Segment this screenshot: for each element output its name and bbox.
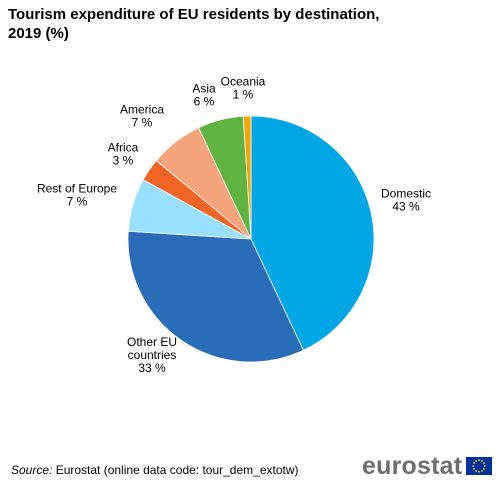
slice-name-rest-of-europe: Rest of Europe bbox=[37, 182, 117, 196]
chart-title-line-2: 2019 (%) bbox=[8, 25, 69, 42]
eurostat-wordmark: eurostat bbox=[362, 452, 463, 480]
slice-value-rest-of-europe: 7 % bbox=[67, 195, 88, 209]
eu-flag-star bbox=[472, 465, 475, 467]
eu-flag-star bbox=[475, 470, 478, 472]
pie-slice-other-eu-countries bbox=[127, 230, 304, 363]
source-note: Source: Eurostat (online data code: tour… bbox=[11, 463, 299, 477]
slice-label-oceania: Oceania 1 % bbox=[221, 75, 266, 102]
slice-value-oceania: 1 % bbox=[233, 88, 254, 102]
slice-label-asia: Asia 6 % bbox=[192, 82, 216, 109]
eu-flag-star bbox=[481, 470, 484, 472]
slice-name-africa: Africa bbox=[108, 141, 139, 155]
eu-flag-star bbox=[478, 459, 481, 462]
eu-flag-star bbox=[483, 462, 486, 464]
slice-label-africa: Africa 3 % bbox=[108, 141, 139, 168]
slice-value-africa: 3 % bbox=[113, 154, 134, 168]
pie-labels: Domestic 43 % Other EU countries 33 % Rest of… bbox=[37, 75, 431, 376]
pie-slices bbox=[127, 115, 375, 363]
slice-label-other-eu-countries: Other EU countries 33 % bbox=[127, 335, 177, 375]
eu-flag-star bbox=[475, 460, 478, 462]
slice-name-other-eu-countries: Other EU bbox=[127, 335, 177, 349]
pie-chart: Domestic 43 % Other EU countries 33 % Rest of… bbox=[37, 75, 431, 376]
eu-flag-star bbox=[473, 468, 476, 470]
eu-flag-icon bbox=[466, 457, 493, 475]
eu-flag-star bbox=[484, 465, 486, 467]
chart-title: Tourism expenditure of EU residents by d… bbox=[8, 5, 448, 43]
pie-slice-domestic bbox=[250, 115, 375, 351]
slice-value-domestic: 43 % bbox=[392, 200, 420, 214]
eu-flag-star bbox=[478, 470, 481, 473]
slice-value-america: 7 % bbox=[132, 116, 153, 130]
slice-name-domestic: Domestic bbox=[381, 187, 431, 201]
pie-slice-oceania bbox=[242, 115, 252, 240]
eu-flag-star bbox=[481, 460, 484, 462]
source-text: Eurostat (online data code: tour_dem_ext… bbox=[52, 463, 299, 477]
eu-flag-star bbox=[483, 468, 486, 470]
slice-label-america: America 7 % bbox=[120, 103, 164, 130]
slice-name-other-eu-countries: countries bbox=[128, 348, 177, 362]
slice-name-america: America bbox=[120, 103, 164, 117]
eu-flag-star bbox=[473, 462, 476, 464]
slice-label-domestic: Domestic 43 % bbox=[381, 187, 431, 214]
slice-value-asia: 6 % bbox=[194, 95, 215, 109]
slice-value-other-eu-countries: 33 % bbox=[138, 361, 166, 375]
eu-flag-background bbox=[466, 457, 493, 475]
eurostat-logo: eurostat bbox=[362, 452, 493, 480]
chart-title-line-1: Tourism expenditure of EU residents by d… bbox=[8, 6, 380, 23]
source-key: Source: bbox=[11, 463, 53, 477]
slice-label-rest-of-europe: Rest of Europe 7 % bbox=[37, 182, 117, 209]
slice-name-asia: Asia bbox=[192, 82, 216, 96]
slice-name-oceania: Oceania bbox=[221, 75, 266, 89]
